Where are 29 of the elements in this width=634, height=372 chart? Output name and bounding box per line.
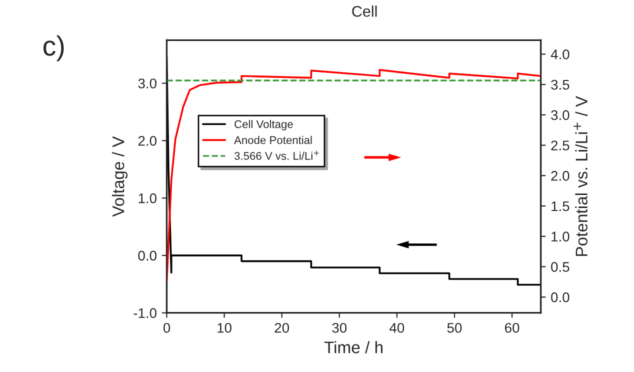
- y2-tick-label: 1.5: [552, 201, 570, 212]
- y2-tick-label: 2.5: [551, 140, 570, 150]
- y2-tick-label: 0.0: [551, 292, 570, 302]
- x-tick-label: 0: [163, 322, 170, 333]
- y2-tick-label: 1.0: [552, 232, 570, 242]
- y-tick-label: 1.0: [138, 193, 156, 204]
- legend-label: Anode Potential: [234, 136, 312, 144]
- x-tick-label: 40: [390, 322, 404, 333]
- y-tick-label: 3.0: [138, 78, 156, 88]
- x-tick-label: 50: [447, 322, 462, 333]
- x-tick-label: 20: [274, 322, 290, 333]
- y-tick-label: 2.0: [138, 136, 156, 146]
- y-tick-label: -1.0: [134, 308, 156, 318]
- y2-tick-label: 3.5: [551, 80, 570, 90]
- legend-label: 3.566 V vs. Li/Li$^{+}$: [234, 150, 319, 160]
- text: c): [44, 35, 64, 62]
- x-tick-label: 10: [218, 322, 232, 333]
- y2-axis-title: Potential vs. Li/Li$^{+}$ / V: [574, 96, 588, 256]
- y2-tick-label: 0.5: [551, 262, 570, 272]
- text: Cell: [352, 6, 377, 17]
- y-tick-label: 0.0: [138, 250, 156, 261]
- y-axis-title: Voltage / V: [112, 136, 128, 217]
- x-tick-label: 30: [332, 322, 347, 333]
- y2-tick-label: 2.0: [551, 170, 570, 181]
- x-axis-title: Time / h: [324, 341, 382, 354]
- x-tick-label: 60: [505, 322, 520, 333]
- y2-tick-label: 4.0: [550, 49, 570, 60]
- y2-tick-label: 3.0: [551, 110, 570, 120]
- legend-label: Cell Voltage: [234, 120, 293, 130]
